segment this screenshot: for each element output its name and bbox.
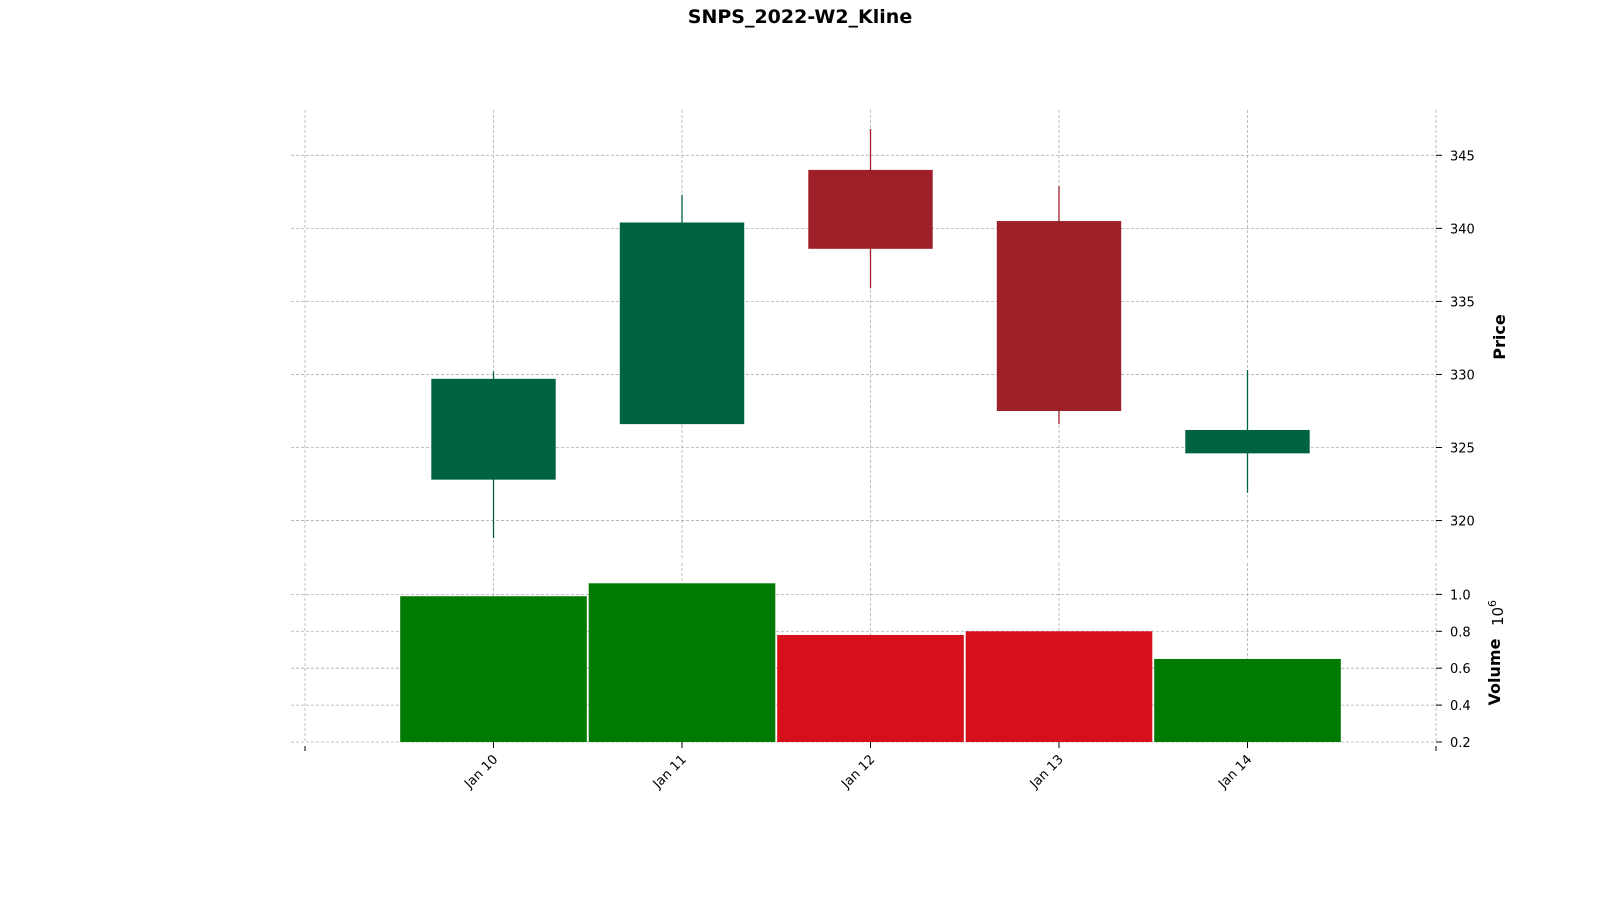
volume-axis-label: Volume (1485, 638, 1504, 705)
price-tick-label: 340 (1450, 222, 1475, 237)
volume-bar (965, 631, 1153, 742)
candle-body (431, 378, 556, 480)
volume-bar (400, 596, 587, 742)
x-tick-label: Jan 12 (838, 752, 878, 792)
x-tick-label: Jan 13 (1027, 752, 1067, 792)
volume-tick-label: 0.8 (1450, 625, 1471, 640)
chart-title: SNPS_2022-W2_Kline (688, 6, 912, 28)
price-tick-label: 335 (1450, 295, 1475, 310)
x-tick-label: Jan 11 (650, 752, 690, 792)
candle-body (808, 169, 933, 249)
volume-bar (1154, 658, 1341, 742)
x-tick-label: Jan 14 (1215, 752, 1255, 792)
volume-exponent-label: 106 (1486, 600, 1507, 626)
volume-bar (777, 634, 964, 742)
candle-body (619, 222, 745, 425)
candle-body (1185, 429, 1310, 454)
volume-tick-label: 0.2 (1450, 736, 1471, 751)
volume-panel (400, 583, 1341, 742)
price-tick-label: 345 (1450, 149, 1475, 164)
volume-bar (588, 583, 776, 742)
x-tick-label: Jan 10 (461, 752, 501, 792)
price-panel (431, 128, 1310, 539)
price-axis-label: Price (1490, 314, 1509, 360)
svg-text:106: 106 (1486, 600, 1507, 626)
volume-tick-label: 0.4 (1450, 699, 1471, 714)
price-tick-label: 325 (1450, 442, 1475, 457)
candle-body (996, 221, 1122, 411)
price-tick-label: 320 (1450, 515, 1475, 530)
price-tick-label: 330 (1450, 368, 1475, 383)
volume-tick-label: 1.0 (1450, 588, 1471, 603)
volume-tick-label: 0.6 (1450, 662, 1471, 677)
